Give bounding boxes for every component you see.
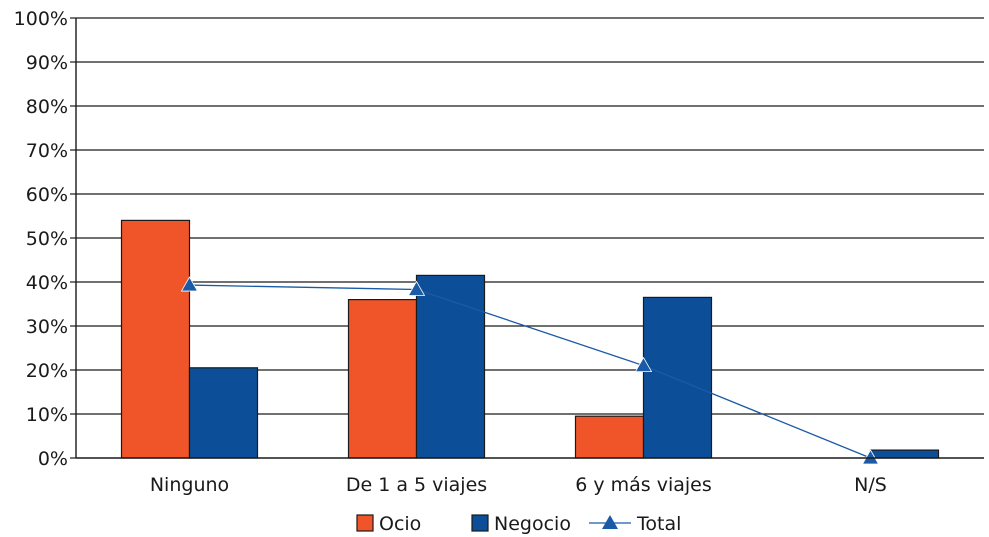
- legend-label: Ocio: [379, 513, 421, 535]
- legend-marker-total: [602, 515, 618, 529]
- bar-ocio: [347, 299, 418, 459]
- y-tick-label: 30%: [26, 316, 68, 338]
- x-axis-labels: Ninguno De 1 a 5 viajes 6 y más viajes N/S: [150, 474, 887, 496]
- bar-negocio: [869, 449, 940, 459]
- y-tick-label: 90%: [26, 52, 68, 74]
- y-tick-label: 50%: [26, 228, 68, 250]
- bar-negocio: [415, 274, 486, 459]
- y-tick-label: 20%: [26, 360, 68, 382]
- total-marker: [634, 356, 653, 372]
- y-tick-label: 60%: [26, 184, 68, 206]
- y-tick-label: 0%: [38, 448, 68, 470]
- axes: [75, 18, 984, 459]
- total-line: [180, 276, 880, 465]
- legend-label: Negocio: [494, 513, 571, 535]
- bars: [120, 219, 940, 459]
- total-marker: [861, 449, 880, 465]
- y-axis-ticks: 0% 10% 20% 30% 40% 50% 60% 70% 80% 90% 100%: [14, 8, 68, 470]
- y-tick-label: 10%: [26, 404, 68, 426]
- x-tick-label: N/S: [854, 474, 887, 496]
- total-marker: [180, 276, 199, 292]
- x-tick-label: 6 y más viajes: [575, 474, 712, 496]
- bar-negocio: [642, 296, 713, 459]
- bar-ocio: [574, 415, 645, 459]
- y-tick-label: 40%: [26, 272, 68, 294]
- y-tick-label: 100%: [14, 8, 68, 30]
- y-tick-label: 80%: [26, 96, 68, 118]
- legend: Ocio Negocio Total: [356, 513, 681, 535]
- bar-ocio: [120, 219, 191, 459]
- y-tick-label: 70%: [26, 140, 68, 162]
- bar-negocio: [188, 367, 259, 459]
- x-tick-label: De 1 a 5 viajes: [346, 474, 487, 496]
- legend-swatch-negocio: [471, 514, 489, 532]
- legend-label: Total: [636, 513, 681, 535]
- total-marker: [407, 280, 426, 296]
- legend-swatch-ocio: [356, 514, 374, 532]
- x-tick-label: Ninguno: [150, 474, 229, 496]
- total-line-path: [189, 284, 871, 459]
